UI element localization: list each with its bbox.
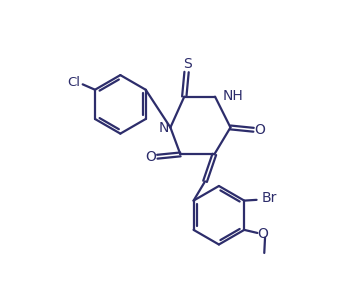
Text: O: O <box>257 227 268 241</box>
Text: Br: Br <box>261 191 276 205</box>
Text: S: S <box>183 57 192 71</box>
Text: Cl: Cl <box>67 76 80 89</box>
Text: NH: NH <box>223 89 243 103</box>
Text: O: O <box>254 123 265 137</box>
Text: O: O <box>146 150 157 164</box>
Text: N: N <box>158 121 169 135</box>
